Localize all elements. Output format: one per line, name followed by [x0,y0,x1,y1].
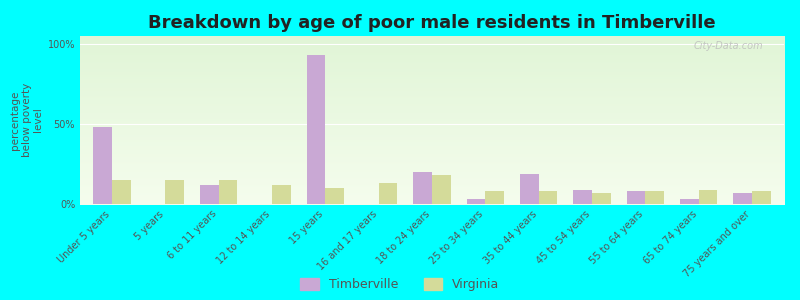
Bar [432,175,450,204]
Legend: Timberville, Virginia: Timberville, Virginia [298,275,502,294]
Bar [218,180,238,204]
Bar [538,191,558,204]
Bar [698,190,718,204]
Bar [306,55,326,204]
Bar [414,172,432,204]
Text: City-Data.com: City-Data.com [694,41,763,51]
Bar [112,180,130,204]
Bar [200,185,218,204]
Bar [272,185,290,204]
Bar [326,188,344,204]
Bar [574,190,592,204]
Bar [520,174,538,204]
Bar [166,180,184,204]
Bar [752,191,770,204]
Bar [646,191,664,204]
Y-axis label: percentage
below poverty
level: percentage below poverty level [10,83,43,157]
Bar [680,199,698,204]
Bar [734,193,752,204]
Bar [466,199,486,204]
Bar [592,193,610,204]
Title: Breakdown by age of poor male residents in Timberville: Breakdown by age of poor male residents … [148,14,716,32]
Bar [94,127,112,204]
Bar [378,183,398,204]
Bar [626,191,646,204]
Bar [486,191,504,204]
